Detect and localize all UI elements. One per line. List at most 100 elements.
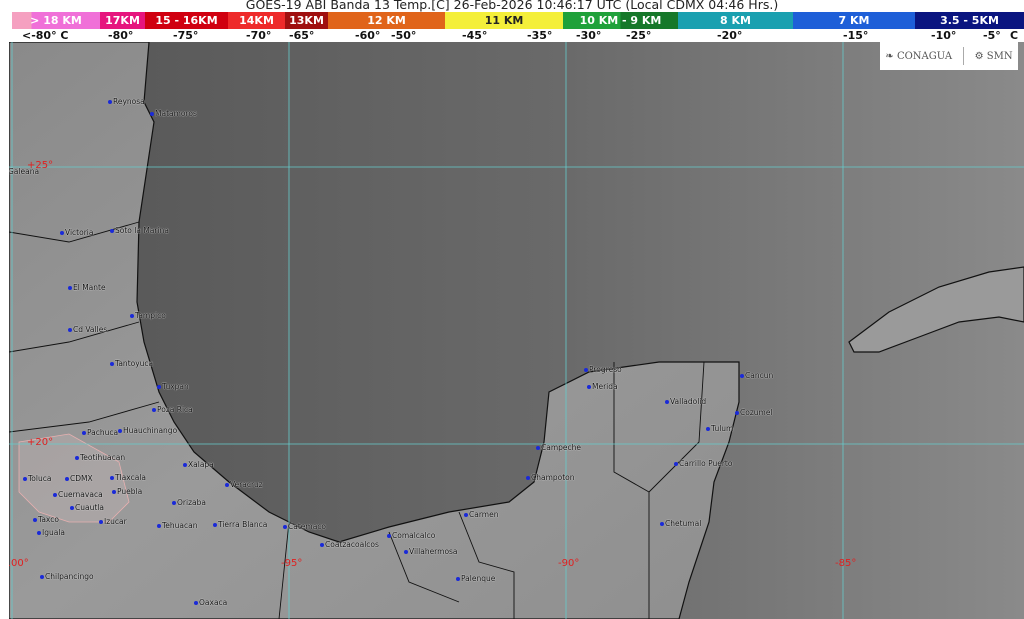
city-marker-icon bbox=[740, 374, 744, 378]
city-label: Tierra Blanca bbox=[213, 520, 267, 529]
temperature-tick: -60° bbox=[355, 29, 381, 42]
city-label: Xalapa bbox=[183, 460, 214, 469]
city-marker-icon bbox=[37, 531, 41, 535]
legend-segment: 14KM bbox=[228, 12, 285, 29]
city-marker-icon bbox=[404, 550, 408, 554]
legend-segment: 12 KM bbox=[328, 12, 445, 29]
city-name: Tantoyuca bbox=[115, 359, 154, 368]
city-name: Chilpancingo bbox=[45, 572, 94, 581]
city-marker-icon bbox=[110, 229, 114, 233]
grid-label: -85° bbox=[835, 558, 857, 569]
city-label: Chetumal bbox=[660, 519, 701, 528]
city-marker-icon bbox=[183, 463, 187, 467]
city-label: Cuernavaca bbox=[53, 490, 103, 499]
city-label: Orizaba bbox=[172, 498, 206, 507]
city-marker-icon bbox=[194, 601, 198, 605]
city-name: Reynosa bbox=[113, 97, 145, 106]
city-name: Catemaco bbox=[288, 522, 327, 531]
city-marker-icon bbox=[118, 429, 122, 433]
city-marker-icon bbox=[320, 543, 324, 547]
city-marker-icon bbox=[53, 493, 57, 497]
temperature-tick: -5° bbox=[983, 29, 1001, 42]
temperature-tick: -80° bbox=[108, 29, 134, 42]
city-marker-icon bbox=[387, 534, 391, 538]
city-marker-icon bbox=[674, 462, 678, 466]
city-name: Valladolid bbox=[670, 397, 707, 406]
city-name: El Mante bbox=[73, 283, 106, 292]
city-label: Pachuca bbox=[82, 428, 118, 437]
city-marker-icon bbox=[152, 408, 156, 412]
city-label: Villahermosa bbox=[404, 547, 458, 556]
temperature-tick: -75° bbox=[173, 29, 199, 42]
city-marker-icon bbox=[108, 100, 112, 104]
temperature-scale: <-80° C -80° -75° -70° -65° -60° -50° -45° -35° -… bbox=[0, 29, 1024, 42]
city-name: Teotihuacan bbox=[80, 453, 126, 462]
temperature-tick: -50° bbox=[391, 29, 417, 42]
city-name: Tampico bbox=[135, 311, 166, 320]
city-label: Progreso bbox=[584, 365, 622, 374]
city-name: Tuxpan bbox=[162, 382, 189, 391]
city-marker-icon bbox=[584, 368, 588, 372]
city-marker-icon bbox=[536, 446, 540, 450]
city-name: Chetumal bbox=[665, 519, 702, 528]
city-name: Cuautla bbox=[75, 503, 104, 512]
mexico-landmass bbox=[9, 42, 740, 619]
city-marker-icon bbox=[110, 362, 114, 366]
city-name: Cd Valles bbox=[73, 325, 108, 334]
temperature-tick: <-80° C bbox=[22, 29, 69, 42]
city-marker-icon bbox=[157, 385, 161, 389]
city-marker-icon bbox=[68, 286, 72, 290]
city-label: Cozumel bbox=[735, 408, 773, 417]
city-name: Merida bbox=[592, 382, 618, 391]
city-label: Tampico bbox=[130, 311, 166, 320]
legend-segment: 7 KM bbox=[793, 12, 915, 29]
city-name: Soto la Marina bbox=[115, 226, 169, 235]
temperature-tick: -35° bbox=[527, 29, 553, 42]
city-marker-icon bbox=[660, 522, 664, 526]
city-marker-icon bbox=[110, 476, 114, 480]
city-label: Soto la Marina bbox=[110, 226, 169, 235]
smn-logo: ⚙ SMN bbox=[974, 50, 1013, 62]
city-label: Taxco bbox=[33, 515, 59, 524]
city-name: Tulum bbox=[711, 424, 734, 433]
city-marker-icon bbox=[157, 524, 161, 528]
city-name: CDMX bbox=[70, 474, 93, 483]
city-marker-icon bbox=[130, 314, 134, 318]
city-label: Carmen bbox=[464, 510, 498, 519]
city-marker-icon bbox=[99, 520, 103, 524]
city-marker-icon bbox=[75, 456, 79, 460]
legend-segment: 13KM bbox=[285, 12, 328, 29]
city-name: Tehuacan bbox=[162, 521, 198, 530]
city-marker-icon bbox=[464, 513, 468, 517]
city-label: Iguala bbox=[37, 528, 65, 537]
legend-segment: 3.5 - 5KM bbox=[915, 12, 1024, 29]
city-name: Pachuca bbox=[87, 428, 119, 437]
city-name: Toluca bbox=[28, 474, 52, 483]
city-label: Palenque bbox=[456, 574, 495, 583]
temperature-tick: C bbox=[1010, 29, 1019, 42]
city-label: Tulum bbox=[706, 424, 733, 433]
logo-divider bbox=[962, 47, 964, 65]
city-label: El Mante bbox=[68, 283, 106, 292]
legend-segment: 15 - 16KM bbox=[145, 12, 228, 29]
city-marker-icon bbox=[587, 385, 591, 389]
legend-segment: > 18 KM bbox=[12, 12, 100, 29]
city-label: Merida bbox=[587, 382, 618, 391]
temperature-tick: -20° bbox=[717, 29, 743, 42]
city-label: Cuautla bbox=[70, 503, 104, 512]
cuba-landmass bbox=[848, 266, 1024, 353]
legend-segment: 10 KM - 9 KM bbox=[563, 12, 678, 29]
temperature-tick: -15° bbox=[843, 29, 869, 42]
temperature-tick: -45° bbox=[462, 29, 488, 42]
city-name: Xalapa bbox=[188, 460, 214, 469]
city-marker-icon bbox=[23, 477, 27, 481]
city-marker-icon bbox=[225, 483, 229, 487]
city-label: Comalcalco bbox=[387, 531, 435, 540]
temperature-tick: -70° bbox=[246, 29, 272, 42]
city-marker-icon bbox=[735, 411, 739, 415]
city-label: Tlaxcala bbox=[110, 473, 146, 482]
city-label: Veracruz bbox=[225, 480, 263, 489]
altitude-color-legend: > 18 KM 17KM 15 - 16KM 14KM 13KM 12 KM 11 KM 10… bbox=[12, 12, 1024, 29]
city-name: Victoria bbox=[65, 228, 94, 237]
city-label: Oaxaca bbox=[194, 598, 227, 607]
